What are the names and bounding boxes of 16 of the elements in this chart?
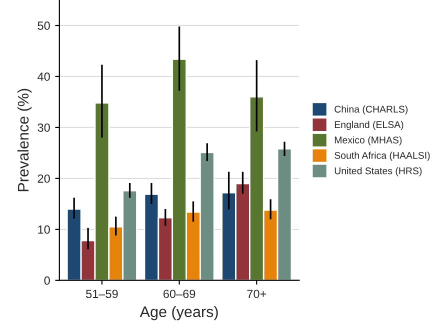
y-tick-label: 40 [38,72,50,81]
x-axis-title: Age (years) [140,306,218,320]
legend-label: South Africa (HAALSI) [334,152,430,161]
legend-label: Mexico (MHAS) [334,136,402,146]
y-tick-label: 20 [38,174,50,183]
legend-label: United States (HRS) [334,167,422,176]
x-tick-label: 70+ [247,290,266,298]
x-tick-label: 60–69 [163,290,196,298]
x-tick-label: 51–59 [86,290,118,298]
y-tick-label: 0 [44,276,50,285]
legend-label: China (CHARLS) [334,106,408,115]
y-axis-title: Prevalence (%) [17,88,32,192]
legend-label: England (ELSA) [334,120,404,130]
y-tick-label: 50 [38,22,50,30]
y-tick-label: 10 [38,225,50,234]
y-tick-label: 30 [38,123,50,132]
